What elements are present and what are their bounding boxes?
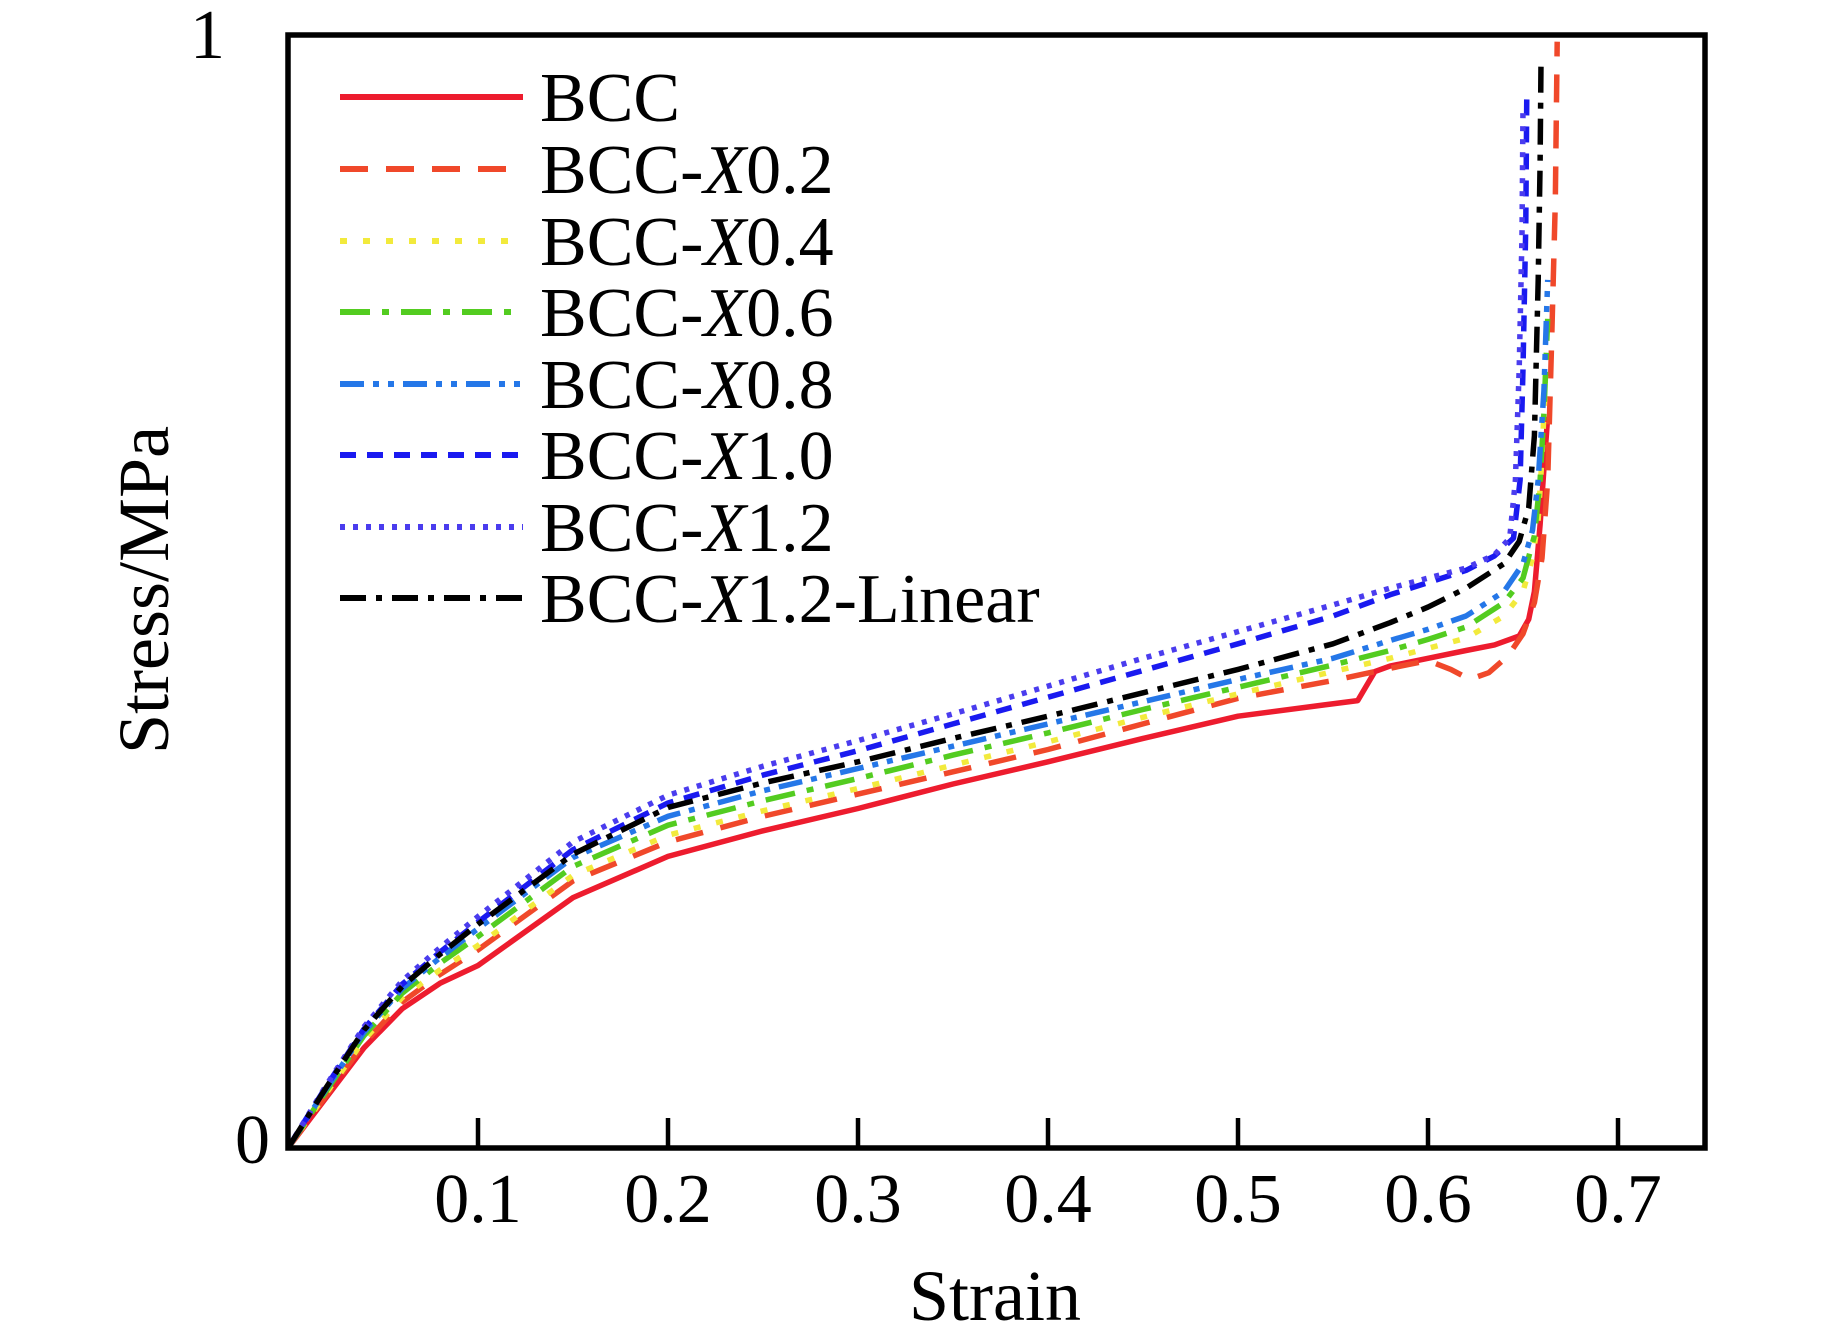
curve-bcc-x1.2-linear bbox=[285, 62, 1544, 1150]
legend-item-bcc: BCC bbox=[340, 60, 680, 137]
y-tick-label-0: 0 bbox=[235, 1102, 270, 1179]
legend-label-bcc-x1.2-linear: BCC-X1.2-Linear bbox=[540, 561, 1040, 638]
legend-item-bcc-x1.0: BCC-X1.0 bbox=[340, 418, 834, 495]
y-axis-title: Stress/MPa bbox=[104, 426, 184, 754]
legend-label-bcc-x1.2: BCC-X1.2 bbox=[540, 490, 834, 567]
legend-item-bcc-x1.2-linear: BCC-X1.2-Linear bbox=[340, 561, 1040, 638]
legend-item-bcc-x0.4: BCC-X0.4 bbox=[340, 204, 834, 281]
legend-label-bcc-x0.8: BCC-X0.8 bbox=[540, 347, 834, 424]
curve-bcc-x0.4 bbox=[285, 368, 1549, 1150]
frame-layer: 0.1 0.2 0.3 0.4 0.5 0.6 0.7 bbox=[285, 32, 1708, 1238]
legend-item-bcc-x0.8: BCC-X0.8 bbox=[340, 347, 834, 424]
legend-item-bcc-x0.2: BCC-X0.2 bbox=[340, 132, 834, 209]
x-tick-label-0.7: 0.7 bbox=[1574, 1161, 1662, 1238]
x-tick-label-0.5: 0.5 bbox=[1194, 1161, 1282, 1238]
legend: BCCBCC-X0.2BCC-X0.4BCC-X0.6BCC-X0.8BCC-X… bbox=[340, 60, 1040, 638]
legend-label-bcc-x1.0: BCC-X1.0 bbox=[540, 418, 834, 495]
legend-label-bcc-x0.2: BCC-X0.2 bbox=[540, 132, 834, 209]
x-tick-label-0.3: 0.3 bbox=[814, 1161, 902, 1238]
legend-item-bcc-x0.6: BCC-X0.6 bbox=[340, 275, 834, 352]
legend-label-bcc: BCC bbox=[540, 60, 680, 137]
curves-layer bbox=[285, 41, 1560, 1150]
x-tick-label-0.4: 0.4 bbox=[1004, 1161, 1092, 1238]
y-tick-label-1: 1 bbox=[190, 0, 225, 74]
curve-bcc-x0.6 bbox=[285, 318, 1551, 1150]
curve-bcc-x0.8 bbox=[285, 279, 1551, 1150]
legend-item-bcc-x1.2: BCC-X1.2 bbox=[340, 490, 834, 567]
x-tick-label-0.1: 0.1 bbox=[434, 1161, 522, 1238]
legend-label-bcc-x0.6: BCC-X0.6 bbox=[540, 275, 834, 352]
x-tick-label-0.2: 0.2 bbox=[624, 1161, 712, 1238]
curve-bcc-x0.2 bbox=[285, 41, 1560, 1150]
plot-frame bbox=[285, 32, 1708, 1151]
x-tick-label-0.6: 0.6 bbox=[1384, 1161, 1472, 1238]
x-axis-title: Strain bbox=[909, 1256, 1081, 1334]
legend-label-bcc-x0.4: BCC-X0.4 bbox=[540, 204, 834, 281]
